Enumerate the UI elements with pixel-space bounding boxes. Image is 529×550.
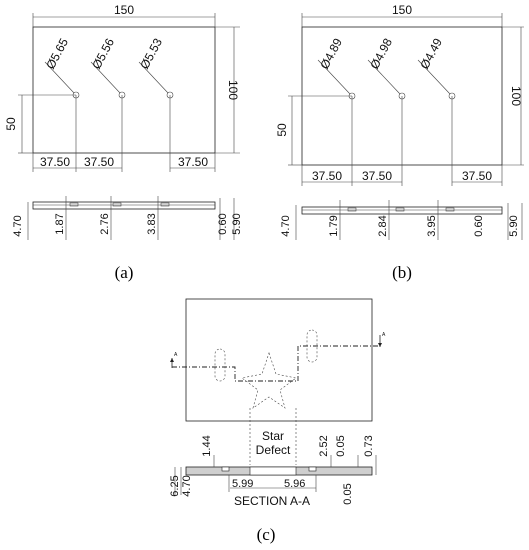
- side-right-dim-2: 5.90: [508, 215, 520, 236]
- hole-1: Ø5.65: [43, 36, 80, 99]
- y-dim: 50: [275, 123, 289, 137]
- height-dim: 100: [226, 80, 240, 100]
- diameter-label-1: 5.65: [48, 36, 71, 63]
- star-label-line2: Defect: [256, 443, 291, 457]
- x-dim-3: 37.50: [178, 155, 208, 169]
- diameter-label-3: 4.49: [422, 36, 445, 63]
- x-dim-2: 37.50: [84, 155, 114, 169]
- width-dim: 150: [392, 3, 412, 17]
- section-label: SECTION A-A: [234, 494, 310, 508]
- svg-text:Ø5.53: Ø5.53: [137, 36, 165, 72]
- x-dim-1: 37.50: [40, 155, 70, 169]
- star-label-line1: Star: [262, 429, 284, 443]
- hole-1: Ø4.89: [317, 36, 356, 100]
- side-right-dim-1: 0.60: [217, 213, 229, 234]
- depth-dim-3: 3.95: [426, 215, 438, 236]
- side-left-dim: 4.70: [280, 215, 292, 236]
- depth-dim-3: 3.83: [146, 213, 158, 234]
- dim-right-a: 2.52: [318, 435, 330, 456]
- svg-text:Ø4.98: Ø4.98: [367, 36, 395, 72]
- svg-text:Ø4.49: Ø4.49: [417, 36, 445, 72]
- height-dim: 100: [509, 86, 523, 106]
- section-view: [174, 455, 377, 495]
- caption-a: (a): [115, 263, 134, 282]
- panel-c: A A Star Defect: [169, 298, 386, 544]
- dim-mid-a: 5.99: [232, 478, 253, 490]
- slot-left: [214, 348, 226, 382]
- side-right-dim-2: 5.90: [231, 213, 243, 234]
- slot-right: [306, 329, 318, 363]
- hole-2: Ø4.98: [367, 36, 406, 100]
- dim-left-a: 6.25: [169, 475, 181, 496]
- depth-dim-2: 2.76: [99, 213, 111, 234]
- svg-text:Ø4.89: Ø4.89: [317, 36, 345, 72]
- dim-left-b: 4.70: [181, 475, 193, 496]
- section-marker-right: A: [378, 332, 386, 347]
- dim-mid-b: 5.96: [284, 478, 305, 490]
- y-dim: 50: [4, 117, 18, 131]
- caption-c: (c): [257, 525, 276, 544]
- depth-dim-1: 1.87: [54, 213, 66, 234]
- x-dim-2: 37.50: [362, 169, 392, 183]
- svg-text:A: A: [382, 332, 386, 338]
- dim-right-b: 0.05: [335, 435, 347, 456]
- side-right-dim-1: 0.60: [473, 215, 485, 236]
- depth-dim-2: 2.84: [377, 215, 389, 236]
- panel-b: 150 100 50 Ø4.89 Ø4.98 Ø4.49 37.5: [275, 3, 524, 282]
- dim-right-c: 0.73: [363, 435, 375, 456]
- svg-text:A: A: [174, 352, 178, 358]
- svg-text:Ø5.65: Ø5.65: [43, 36, 71, 72]
- svg-text:Ø5.56: Ø5.56: [89, 36, 117, 72]
- diameter-label-2: 4.98: [372, 36, 395, 63]
- hole-3: Ø5.53: [137, 36, 174, 99]
- plate-outline: [185, 298, 373, 422]
- star-defect-outline: [241, 352, 297, 409]
- hole-2: Ø5.56: [89, 36, 126, 99]
- side-left-dim: 4.70: [12, 215, 24, 236]
- section-line: [172, 345, 380, 382]
- diameter-label-2: 5.56: [94, 36, 117, 63]
- caption-b: (b): [392, 263, 412, 282]
- dim-right-d: 0.05: [342, 483, 354, 504]
- hole-3: Ø4.49: [417, 36, 456, 100]
- width-dim: 150: [114, 3, 134, 17]
- side-view-b: [295, 200, 523, 240]
- panel-a: 150 100 50 Ø5.65 Ø5.56 Ø5.53: [4, 3, 243, 282]
- section-marker-left: A: [170, 352, 178, 368]
- x-dim-1: 37.50: [312, 169, 342, 183]
- diameter-label-3: 5.53: [142, 36, 165, 63]
- x-dim-3: 37.50: [462, 169, 492, 183]
- side-view-a: [27, 196, 235, 240]
- plate-outline: [32, 26, 216, 154]
- dim-left-top: 1.44: [201, 435, 213, 456]
- depth-dim-1: 1.79: [328, 215, 340, 236]
- diameter-label-1: 4.89: [322, 36, 345, 63]
